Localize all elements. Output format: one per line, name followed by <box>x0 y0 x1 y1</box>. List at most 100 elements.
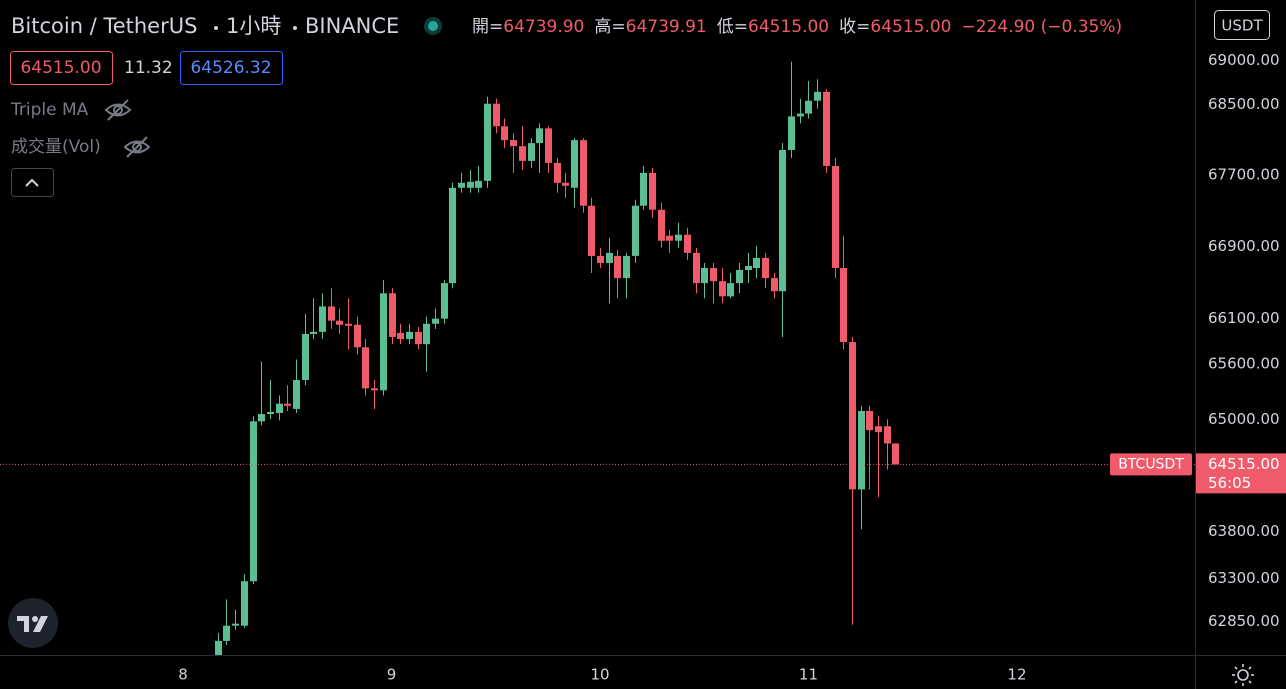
ohlc-value: 64739.91 <box>626 17 707 37</box>
candle-body <box>797 113 804 117</box>
candle-body <box>484 103 491 181</box>
candle-body <box>666 235 673 241</box>
candle-body <box>458 182 465 188</box>
y-tick-label: 66100.00 <box>1208 309 1280 327</box>
candle-body <box>701 267 708 284</box>
candle-body <box>345 323 352 326</box>
candle-body <box>510 140 517 147</box>
candle-body <box>736 269 743 284</box>
candle-body <box>284 403 291 406</box>
candle-body <box>805 100 812 114</box>
candle-body <box>415 331 422 345</box>
hide-icon[interactable] <box>123 136 151 158</box>
logo[interactable] <box>8 598 58 648</box>
candle-body <box>779 150 786 292</box>
interval: 1小時 <box>226 14 281 38</box>
candle-body <box>389 293 396 337</box>
candle-body <box>475 180 482 188</box>
candle-body <box>814 91 821 101</box>
indicator-label[interactable]: 成交量(Vol) <box>11 137 101 157</box>
hide-icon[interactable] <box>104 99 132 121</box>
ohlc-value: 64515.00 <box>748 17 829 37</box>
y-tick-label: 62850.00 <box>1208 612 1280 630</box>
candle-body <box>892 443 899 465</box>
y-tick-label: 63300.00 <box>1208 569 1280 587</box>
candle-body <box>597 255 604 263</box>
x-tick-label: 12 <box>1007 666 1026 684</box>
candle-body <box>571 140 578 188</box>
last-price-label: 64515.00 <box>1208 455 1280 473</box>
candle-body <box>258 414 265 422</box>
exchange: BINANCE <box>305 14 399 38</box>
candle-body <box>693 252 700 284</box>
candle-body <box>580 140 587 206</box>
candle-body <box>501 126 508 141</box>
candle-body <box>771 278 778 292</box>
candle-body <box>658 209 665 241</box>
candle-body <box>832 165 839 268</box>
bid-box[interactable] <box>10 51 113 85</box>
candle-body <box>632 205 639 256</box>
change: −224.90 (−0.35%) <box>962 17 1123 37</box>
candle-body <box>250 421 257 582</box>
candle-body <box>276 403 283 414</box>
spread: 11.32 <box>124 58 173 78</box>
currency: USDT <box>1221 17 1263 35</box>
x-tick-label: 10 <box>590 666 609 684</box>
currency-button[interactable] <box>1214 10 1270 40</box>
ask-price: 64526.32 <box>190 58 271 78</box>
candle-body <box>545 128 552 163</box>
candle-body <box>823 91 830 166</box>
candle-body <box>858 410 865 490</box>
candle-body <box>380 293 387 391</box>
symbol-box <box>1110 453 1192 476</box>
candle-body <box>519 146 526 161</box>
candle-body <box>866 410 873 431</box>
candle-body <box>319 306 326 332</box>
candle-body <box>588 205 595 256</box>
symbol-label: BTCUSDT <box>1118 456 1184 472</box>
y-tick-label: 63800.00 <box>1208 522 1280 540</box>
settings-icon[interactable] <box>1232 664 1254 686</box>
plot-area <box>215 61 899 655</box>
separator-dot <box>214 26 218 30</box>
candle-body <box>267 411 274 415</box>
candle-body <box>406 331 413 340</box>
x-tick-label: 9 <box>387 666 397 684</box>
y-tick-label: 68500.00 <box>1208 95 1280 113</box>
candle-body <box>849 342 856 490</box>
candle-body <box>397 332 404 340</box>
candle-body <box>336 320 343 325</box>
ask-box[interactable] <box>180 51 283 85</box>
candle-body <box>762 257 769 279</box>
ohlc-label: 低= <box>717 17 748 37</box>
candle-body <box>215 640 222 655</box>
candle-body <box>719 281 726 297</box>
x-tick-label: 11 <box>799 666 818 684</box>
collapse-button[interactable] <box>11 168 54 197</box>
candle-body <box>441 283 448 319</box>
candle-body <box>432 318 439 324</box>
collapse-icon <box>25 178 39 187</box>
candle-body <box>745 266 752 270</box>
ohlc-legend: 開=64739.90 高=64739.91 低=64515.00 收=64515.00… <box>472 17 1122 37</box>
y-tick-label: 65000.00 <box>1208 410 1280 428</box>
candle-body <box>875 426 882 433</box>
price-box <box>1196 453 1286 494</box>
x-tick-label: 8 <box>178 666 188 684</box>
candle-body <box>727 283 734 297</box>
candle-body <box>562 182 569 186</box>
y-tick-label: 67700.00 <box>1208 165 1280 183</box>
ohlc-value: 64739.90 <box>503 17 584 37</box>
candle-body <box>840 267 847 343</box>
candle-body <box>884 426 891 444</box>
ohlc-label: 收= <box>839 17 870 37</box>
candle-body <box>788 116 795 151</box>
candle-body <box>423 323 430 345</box>
candle-body <box>302 333 309 381</box>
candle-body <box>293 380 300 409</box>
indicator-label[interactable]: Triple MA <box>10 100 89 120</box>
candle-body <box>554 162 561 183</box>
candle-body <box>536 128 543 144</box>
